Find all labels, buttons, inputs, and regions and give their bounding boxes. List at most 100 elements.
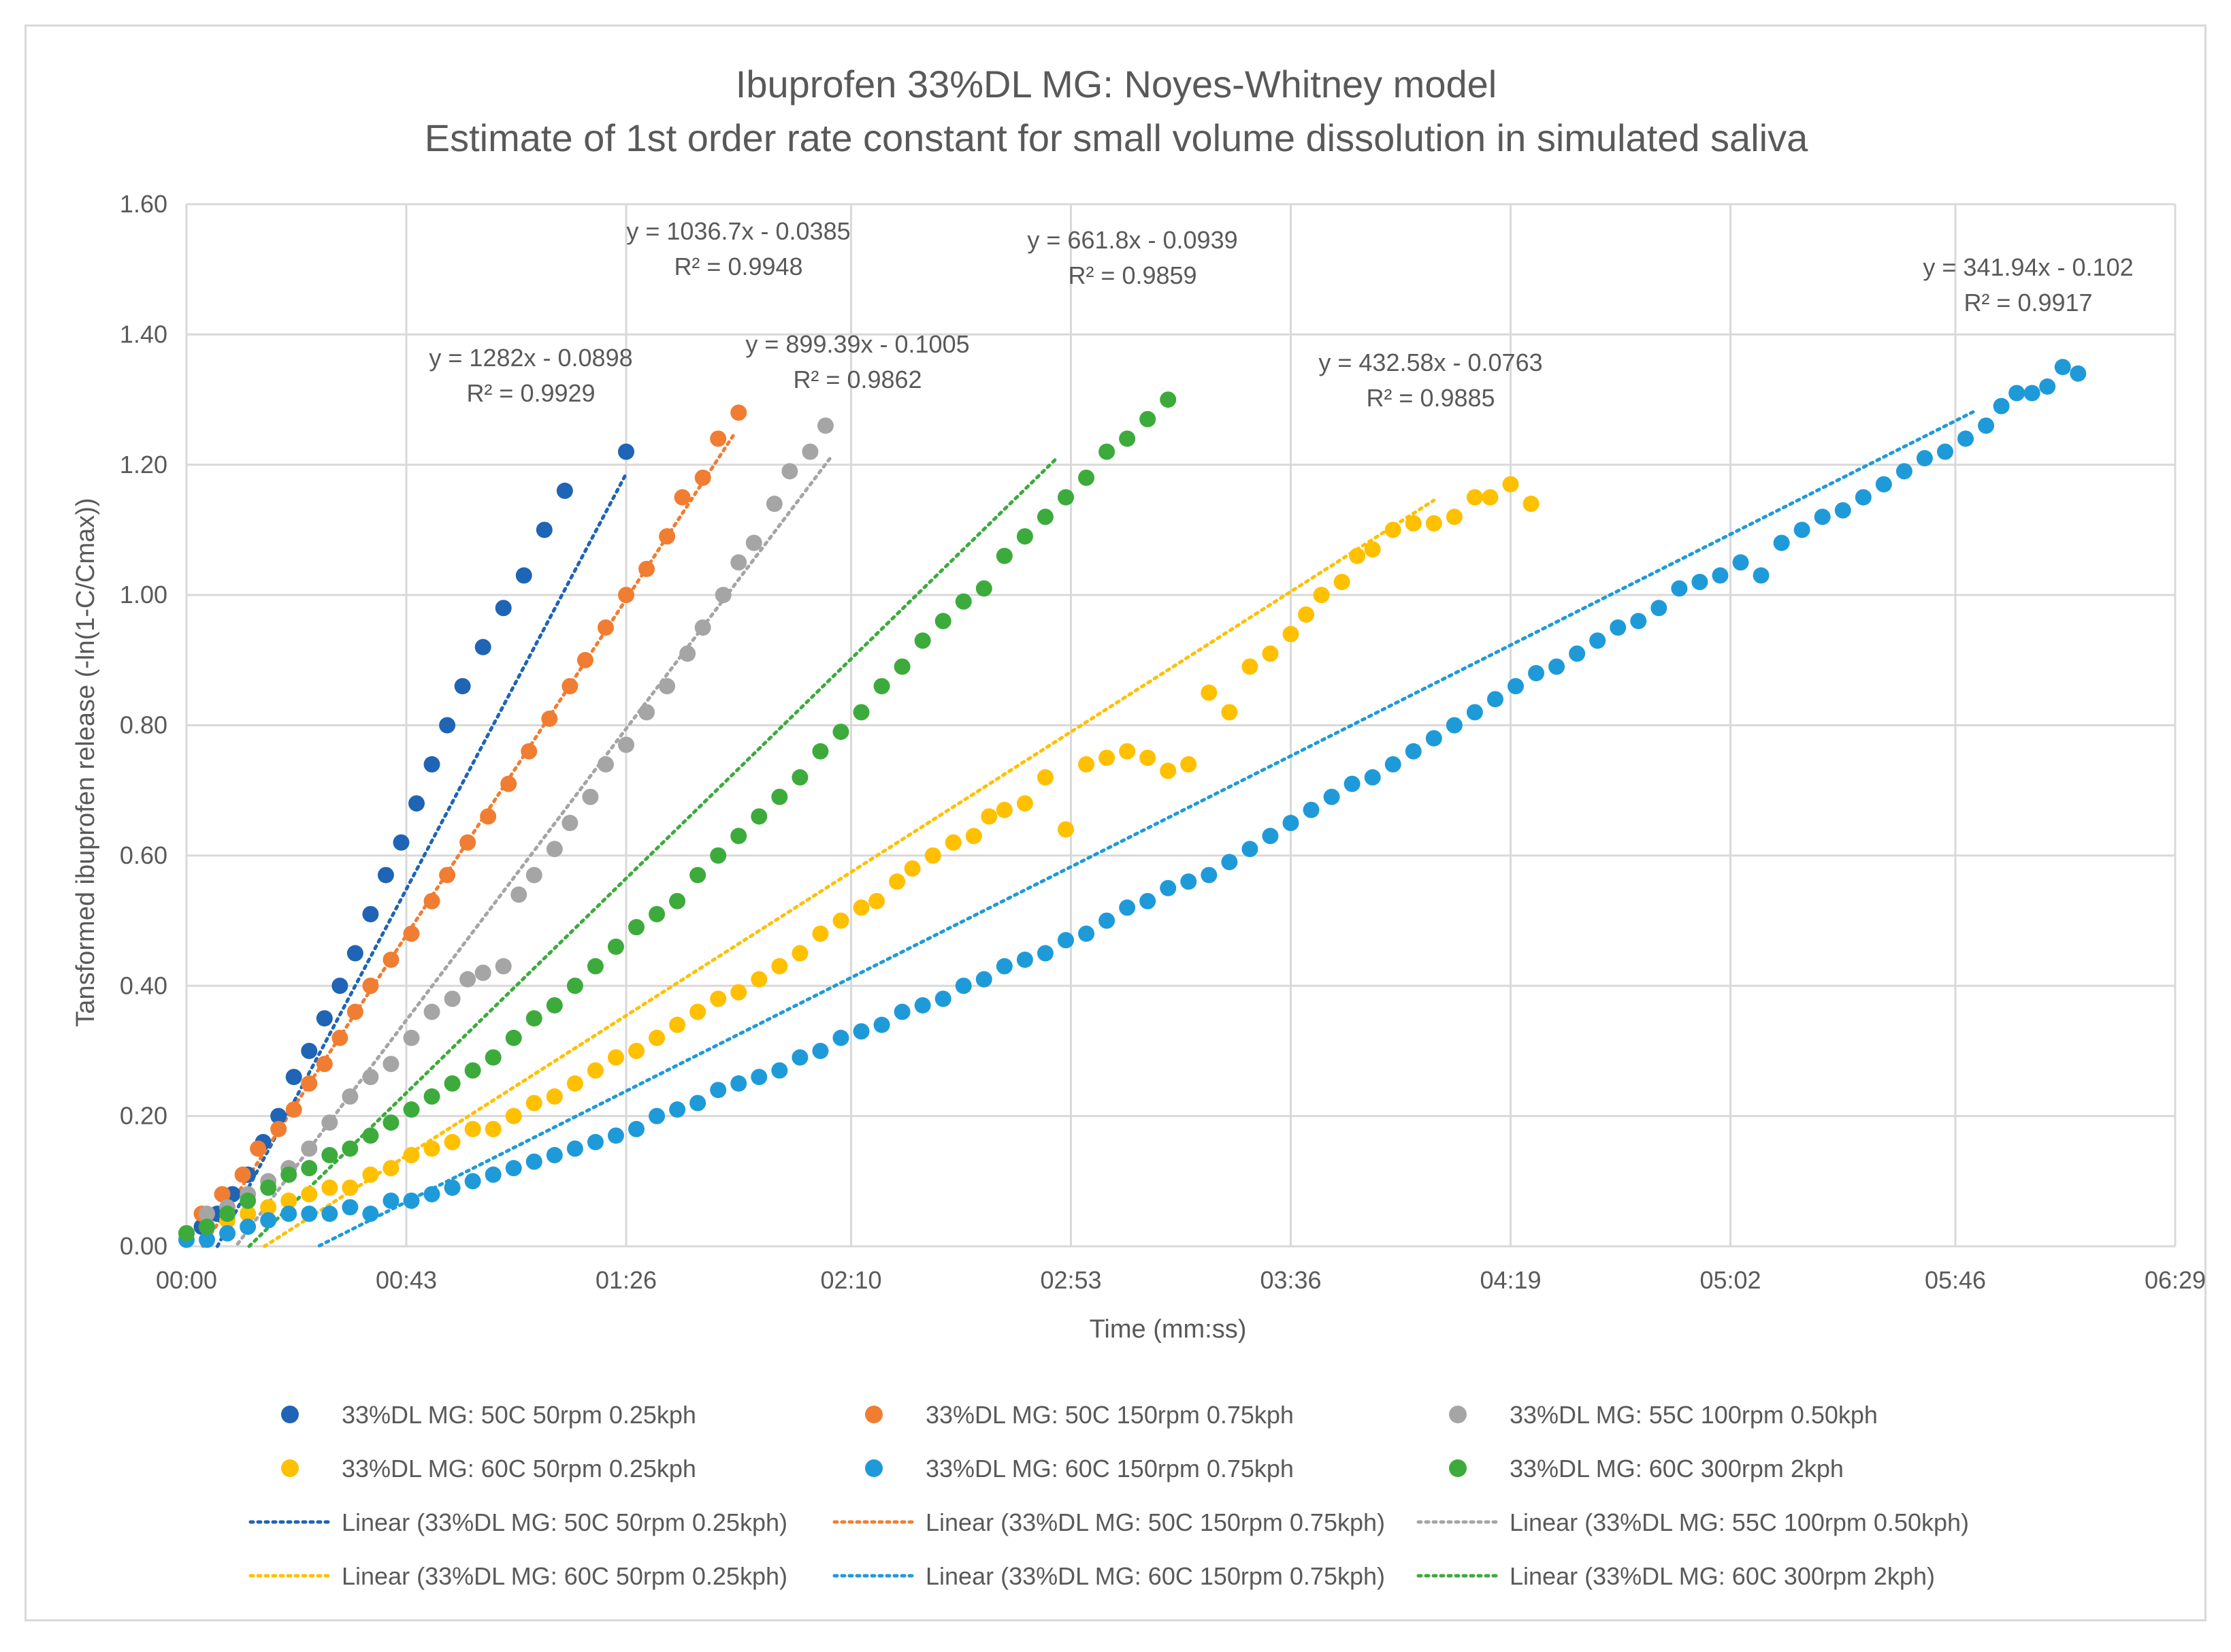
data-point-series-6	[280, 1166, 297, 1183]
legend-trend-label-series-2: Linear (33%DL MG: 50C 150rpm 0.75kph)	[926, 1508, 1385, 1536]
data-point-series-4	[792, 945, 809, 962]
data-point-series-3	[301, 1140, 318, 1157]
data-point-series-6	[873, 678, 890, 695]
legend-label-series-6: 33%DL MG: 60C 300rpm 2kph	[1510, 1455, 1844, 1483]
data-point-series-2	[480, 808, 497, 825]
data-point-series-5	[1160, 879, 1177, 896]
y-tick-label: 1.00	[120, 581, 167, 609]
data-point-series-1	[346, 945, 363, 962]
data-point-series-2	[576, 651, 593, 668]
data-point-series-5	[1957, 430, 1974, 447]
data-point-series-4	[1139, 749, 1156, 766]
data-point-series-5	[1303, 801, 1320, 818]
data-point-series-2	[541, 710, 558, 727]
data-point-series-4	[1160, 762, 1177, 779]
data-point-series-3	[362, 1069, 379, 1086]
data-point-series-5	[1364, 769, 1381, 786]
data-point-series-6	[812, 743, 829, 760]
data-point-series-5	[1671, 580, 1688, 597]
data-point-series-2	[459, 834, 476, 851]
data-point-series-6	[955, 593, 972, 610]
data-point-series-5	[546, 1147, 563, 1164]
data-point-series-5	[566, 1140, 583, 1157]
y-tick-label: 1.40	[120, 320, 167, 348]
data-point-series-5	[403, 1193, 420, 1210]
legend-trend-label-series-1: Linear (33%DL MG: 50C 50rpm 0.25kph)	[342, 1508, 787, 1536]
data-point-series-5	[1037, 945, 1054, 962]
data-point-series-2	[285, 1101, 302, 1118]
data-point-series-5	[199, 1231, 216, 1248]
data-point-series-6	[566, 977, 583, 994]
data-point-series-4	[485, 1120, 502, 1137]
data-point-series-6	[1016, 528, 1033, 545]
data-point-series-1	[285, 1069, 302, 1086]
trendline-r-squared: R² = 0.9859	[1068, 261, 1196, 289]
chart-frame	[25, 25, 2206, 1621]
y-tick-label: 0.80	[120, 711, 167, 739]
data-point-series-6	[607, 938, 624, 955]
data-point-series-4	[945, 834, 962, 851]
data-point-series-6	[199, 1218, 216, 1235]
data-point-series-4	[1221, 704, 1238, 721]
data-point-series-6	[669, 892, 686, 909]
data-point-series-2	[250, 1140, 267, 1157]
data-point-series-2	[659, 528, 676, 545]
data-point-series-5	[730, 1075, 747, 1092]
data-point-series-4	[832, 912, 849, 929]
data-point-series-4	[868, 892, 885, 909]
data-point-series-4	[924, 847, 941, 864]
x-tick-label: 00:43	[376, 1266, 437, 1294]
data-point-series-4	[1364, 541, 1381, 558]
x-tick-label: 04:19	[1480, 1266, 1541, 1294]
data-point-series-5	[1016, 951, 1033, 968]
data-point-series-3	[510, 886, 527, 903]
data-point-series-3	[199, 1205, 216, 1222]
data-point-series-6	[587, 958, 604, 975]
x-tick-label: 03:36	[1260, 1266, 1321, 1294]
trendline-equation: y = 1282x - 0.0898	[429, 344, 632, 372]
data-point-series-4	[403, 1147, 420, 1164]
data-point-series-6	[792, 769, 809, 786]
data-point-series-4	[1482, 489, 1499, 506]
data-point-series-1	[495, 600, 512, 617]
data-point-series-5	[1895, 463, 1912, 480]
data-point-series-5	[1712, 567, 1729, 584]
data-point-series-5	[607, 1127, 624, 1144]
data-point-series-5	[996, 958, 1013, 975]
data-point-series-5	[1282, 815, 1299, 832]
data-point-series-5	[792, 1049, 809, 1066]
data-point-series-4	[1425, 515, 1442, 532]
data-point-series-2	[403, 925, 420, 942]
data-point-series-5	[1993, 398, 2010, 415]
trendline-equation: y = 661.8x - 0.0939	[1027, 226, 1237, 254]
data-point-series-4	[1298, 606, 1315, 623]
data-point-series-4	[321, 1179, 338, 1196]
data-point-series-5	[1221, 854, 1238, 871]
data-point-series-5	[1732, 554, 1749, 571]
data-point-series-5	[710, 1082, 727, 1099]
x-tick-label: 01:26	[596, 1266, 657, 1294]
data-point-series-1	[362, 905, 379, 922]
data-point-series-4	[280, 1193, 297, 1210]
data-point-series-5	[1241, 841, 1258, 858]
data-point-series-4	[751, 971, 768, 988]
data-point-series-5	[1589, 632, 1606, 649]
data-point-series-6	[240, 1193, 257, 1210]
data-point-series-6	[934, 613, 951, 630]
data-point-series-6	[321, 1147, 338, 1164]
data-point-series-6	[914, 632, 931, 649]
data-point-series-4	[546, 1088, 563, 1105]
data-point-series-4	[1349, 547, 1366, 564]
data-point-series-5	[1119, 899, 1136, 916]
data-point-series-5	[2023, 385, 2040, 402]
data-point-series-5	[525, 1153, 542, 1170]
data-point-series-5	[1630, 613, 1647, 630]
data-point-series-3	[382, 1056, 400, 1073]
data-point-series-4	[607, 1049, 624, 1066]
data-point-series-1	[556, 483, 573, 500]
data-point-series-4	[382, 1160, 400, 1177]
legend-marker-series-6	[1449, 1459, 1467, 1477]
data-point-series-5	[812, 1042, 829, 1059]
data-point-series-5	[1405, 743, 1422, 760]
data-point-series-5	[894, 1003, 911, 1020]
